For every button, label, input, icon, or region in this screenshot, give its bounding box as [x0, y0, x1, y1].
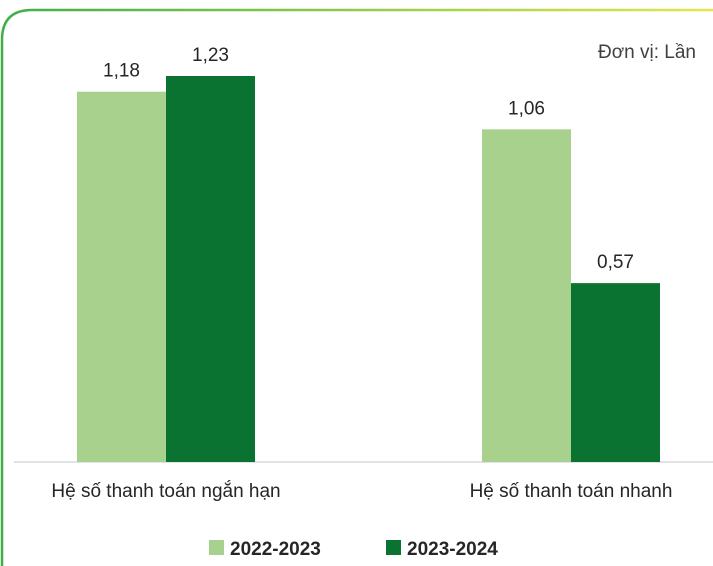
bars-group — [77, 76, 660, 463]
legend-label-2022-2023: 2022-2023 — [230, 539, 321, 560]
value-label-2023-2024-0: 1,23 — [192, 45, 229, 66]
legend-swatch-2022-2023 — [209, 540, 224, 555]
value-label-2023-2024-1: 0,57 — [597, 252, 634, 273]
legend: 2022-2023 2023-2024 — [209, 539, 498, 560]
bar-2023-2024-0 — [166, 76, 255, 462]
bar-2023-2024-1 — [571, 283, 660, 462]
category-label-quick: Hệ số thanh toán nhanh — [470, 481, 673, 502]
chart-border — [0, 8, 713, 566]
category-label-short-term: Hệ số thanh toán ngắn hạn — [51, 480, 280, 502]
bar-2022-2023-1 — [482, 129, 571, 462]
value-labels-group: 1,18 1,06 1,23 0,57 — [103, 45, 634, 273]
legend-label-2023-2024: 2023-2024 — [407, 539, 498, 560]
bar-2022-2023-0 — [77, 91, 166, 463]
value-label-2022-2023-1: 1,06 — [508, 98, 545, 119]
value-label-2022-2023-0: 1,18 — [103, 61, 140, 82]
unit-note: Đơn vị: Lần — [598, 42, 696, 63]
legend-swatch-2023-2024 — [386, 540, 401, 555]
